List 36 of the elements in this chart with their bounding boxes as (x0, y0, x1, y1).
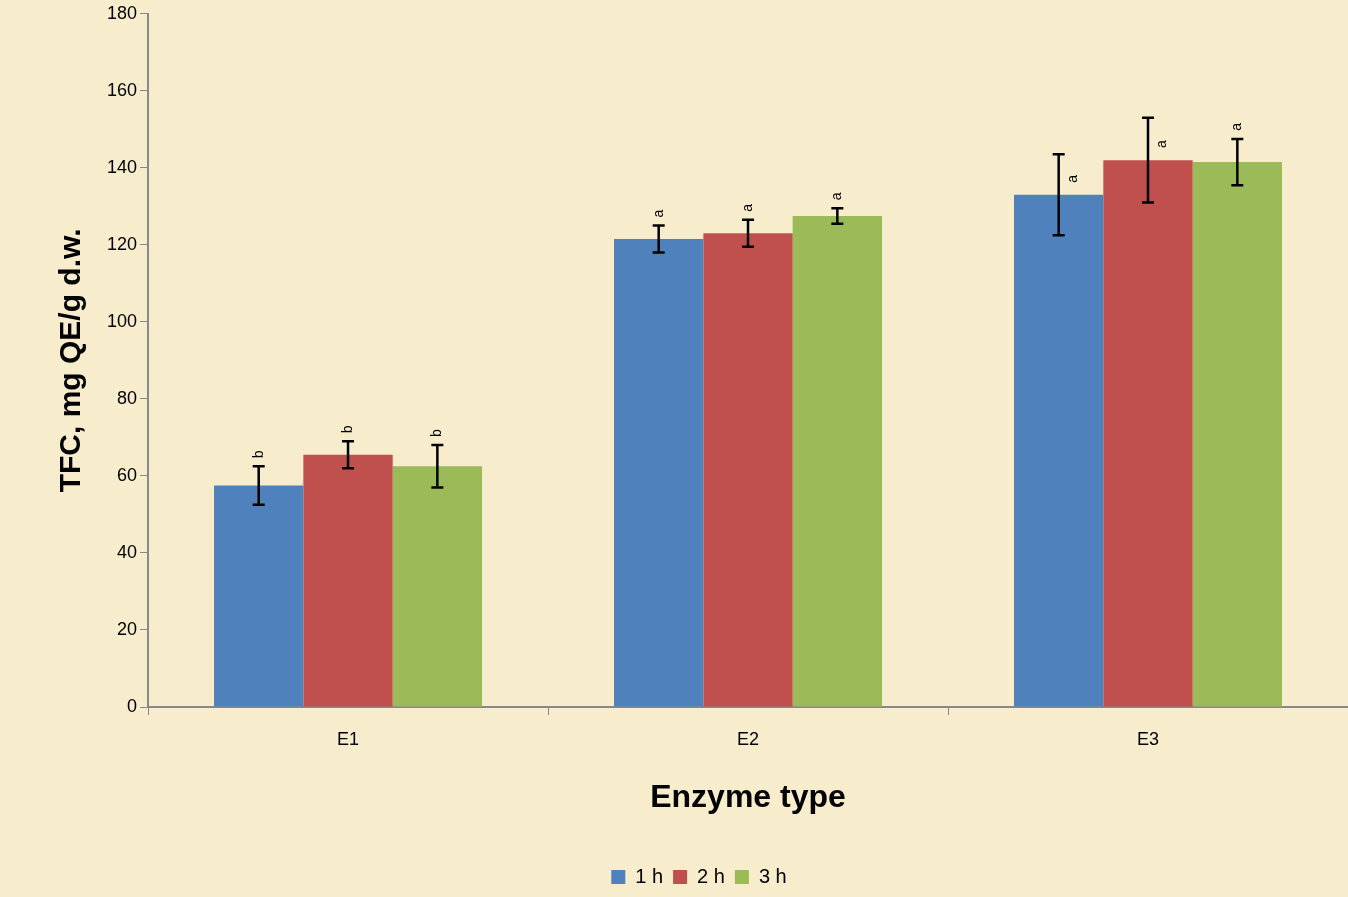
bar (703, 233, 793, 707)
x-axis-title: Enzyme type (650, 777, 846, 814)
legend-label: 3 h (758, 864, 787, 887)
y-tick-label: 140 (106, 156, 138, 177)
y-tick-label: 20 (117, 618, 138, 639)
data-label: a (649, 209, 666, 218)
legend-label: 2 h (697, 864, 725, 887)
data-label: b (249, 450, 266, 459)
data-label: b (428, 429, 445, 438)
y-tick-label: 180 (106, 2, 138, 23)
legend-label: 1 h (635, 864, 664, 887)
bar (1014, 194, 1104, 707)
y-tick-label: 120 (106, 233, 138, 254)
y-tick-label: 40 (117, 541, 138, 562)
data-label: a (828, 192, 845, 201)
data-label: a (1063, 174, 1080, 183)
data-label: a (738, 203, 755, 212)
y-tick-label: 0 (127, 695, 138, 716)
bar (303, 454, 393, 707)
bar (1192, 162, 1282, 707)
y-tick-label: 100 (106, 310, 138, 331)
x-tick-label: E3 (1136, 728, 1160, 749)
data-label: a (1152, 140, 1169, 149)
bar (614, 239, 704, 707)
y-tick-label: 60 (117, 464, 138, 485)
x-tick-label: E1 (337, 728, 360, 749)
y-axis-title: TFC, mg QE/g d.w. (53, 228, 87, 493)
y-tick-label: 160 (106, 79, 138, 100)
bar (214, 485, 304, 707)
bar (392, 466, 483, 707)
data-label: a (1228, 122, 1245, 131)
y-tick-label: 80 (117, 387, 138, 408)
x-tick-label: E2 (737, 728, 760, 749)
bar (792, 215, 883, 707)
bar (1103, 160, 1193, 707)
data-label: b (338, 425, 355, 434)
